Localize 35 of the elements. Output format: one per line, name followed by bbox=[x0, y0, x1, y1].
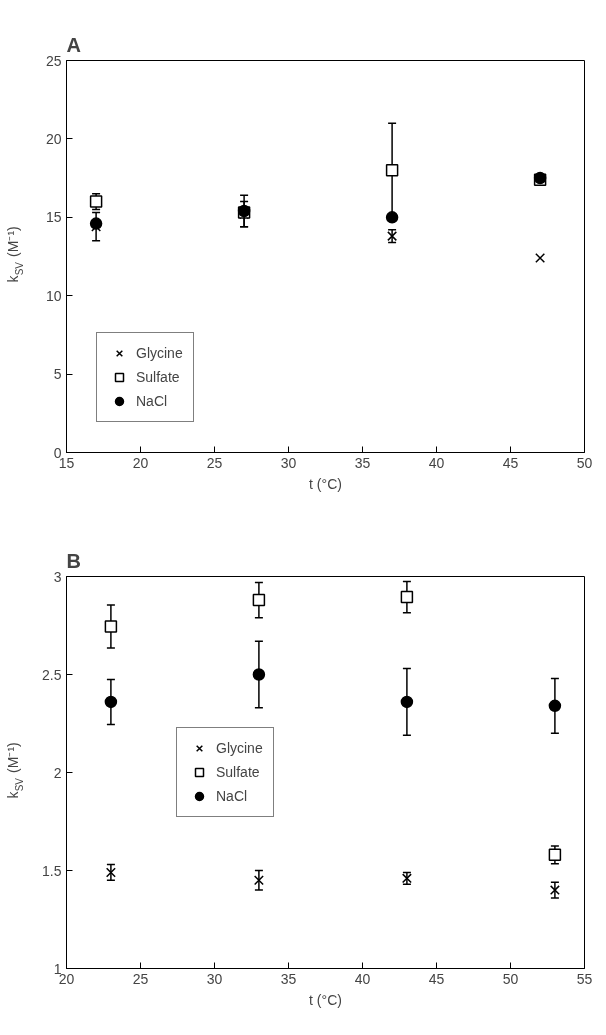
x-tick-label: 50 bbox=[502, 970, 519, 987]
legend-label: Glycine bbox=[136, 345, 183, 361]
y-tick-label: 2.5 bbox=[42, 666, 62, 683]
x-tick-label: 30 bbox=[280, 454, 297, 471]
chart-title: B bbox=[66, 549, 81, 572]
y-tick-label: 25 bbox=[45, 52, 62, 69]
legend-label: Glycine bbox=[216, 740, 263, 756]
x-tick-label: 35 bbox=[280, 970, 297, 987]
x-tick-label: 20 bbox=[132, 454, 149, 471]
x-tick-label: 25 bbox=[206, 454, 223, 471]
y-tick-label: 20 bbox=[45, 130, 62, 147]
x-tick-label: 55 bbox=[576, 970, 593, 987]
y-tick-label: 15 bbox=[45, 209, 62, 226]
y-tick-label: 10 bbox=[45, 287, 62, 304]
x-tick-label: 50 bbox=[576, 454, 593, 471]
legend-label: Sulfate bbox=[136, 369, 180, 385]
y-tick-label: 1.5 bbox=[42, 862, 62, 879]
y-axis-title: kSV (M⁻¹) bbox=[4, 226, 25, 283]
y-axis-title: kSV (M⁻¹) bbox=[4, 742, 25, 799]
x-axis-title: t (°C) bbox=[309, 991, 342, 1008]
y-tick-label: 5 bbox=[53, 366, 62, 383]
y-tick-label: 3 bbox=[53, 568, 62, 585]
x-tick-label: 25 bbox=[132, 970, 149, 987]
x-tick-label: 30 bbox=[206, 970, 223, 987]
y-tick-label: 2 bbox=[53, 764, 62, 781]
legend-label: NaCl bbox=[136, 393, 168, 409]
legend-label: Sulfate bbox=[216, 764, 260, 780]
x-tick-label: 45 bbox=[428, 970, 445, 987]
x-tick-label: 45 bbox=[502, 454, 519, 471]
legend-label: NaCl bbox=[216, 788, 248, 804]
x-tick-label: 35 bbox=[354, 454, 371, 471]
x-tick-label: 40 bbox=[428, 454, 445, 471]
x-tick-label: 40 bbox=[354, 970, 371, 987]
chart-title: A bbox=[66, 33, 81, 56]
x-axis-title: t (°C) bbox=[309, 475, 342, 492]
